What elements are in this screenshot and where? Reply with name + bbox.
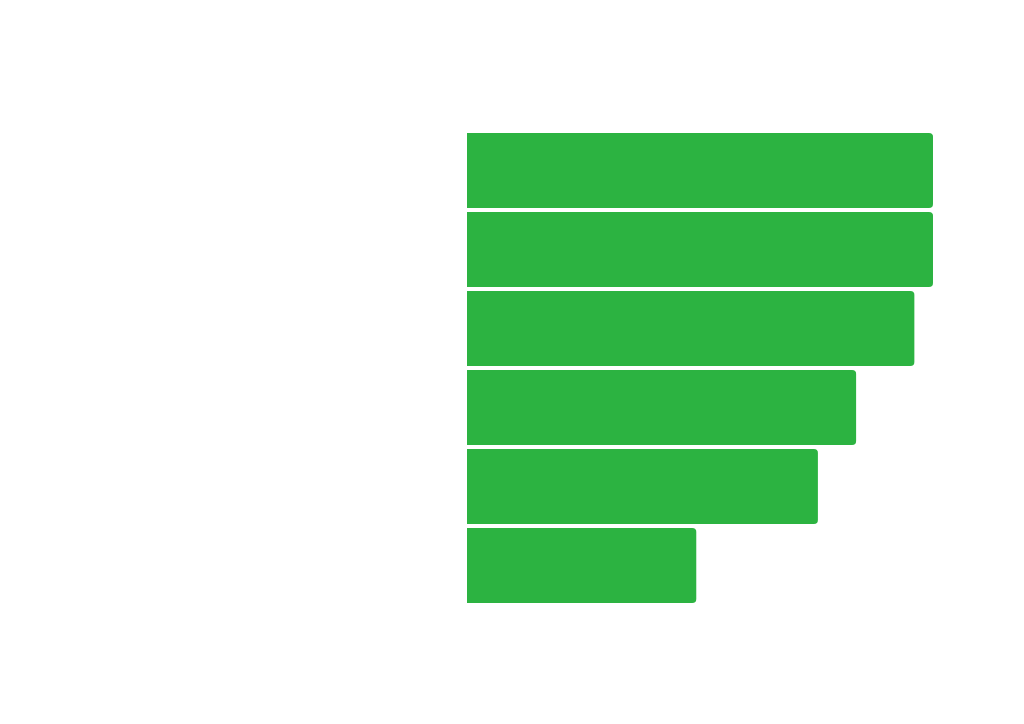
bar-6: [467, 528, 697, 603]
bar-1: [467, 133, 933, 208]
bars-group: [467, 133, 933, 603]
bar-2: [467, 212, 933, 287]
bar-5: [467, 449, 818, 524]
bar-4: [467, 370, 857, 445]
bar-3: [467, 291, 915, 366]
